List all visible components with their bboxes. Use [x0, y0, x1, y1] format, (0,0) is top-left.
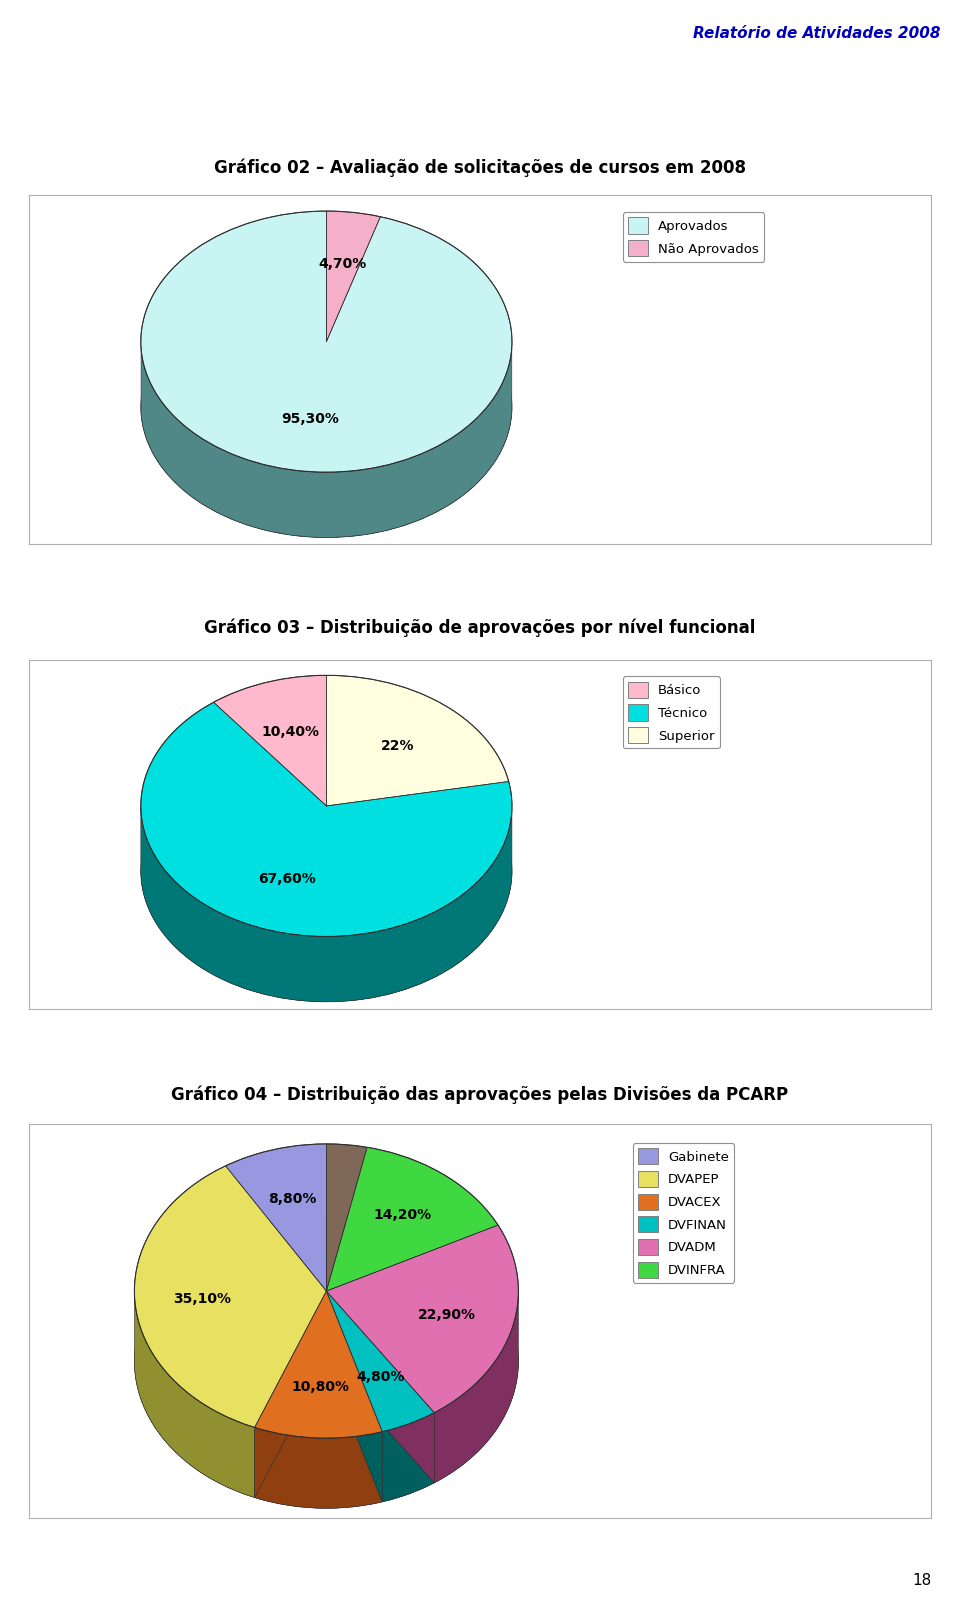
- Text: 10,80%: 10,80%: [292, 1380, 349, 1393]
- Text: 10,40%: 10,40%: [262, 725, 320, 738]
- Text: Gráfico 04 – Distribuição das aprovações pelas Divisões da PCARP: Gráfico 04 – Distribuição das aprovações…: [172, 1085, 788, 1105]
- Polygon shape: [326, 1290, 434, 1483]
- Text: 8,80%: 8,80%: [268, 1193, 317, 1206]
- Legend: Aprovados, Não Aprovados: Aprovados, Não Aprovados: [622, 213, 764, 261]
- Text: 18: 18: [912, 1574, 931, 1588]
- Polygon shape: [326, 1290, 434, 1431]
- Text: Gráfico 02 – Avaliação de solicitações de cursos em 2008: Gráfico 02 – Avaliação de solicitações d…: [214, 158, 746, 178]
- Polygon shape: [326, 1148, 498, 1290]
- Ellipse shape: [134, 1214, 518, 1508]
- Polygon shape: [326, 1290, 434, 1483]
- Polygon shape: [141, 211, 512, 472]
- Polygon shape: [213, 676, 326, 805]
- Polygon shape: [141, 347, 512, 538]
- Text: 95,30%: 95,30%: [281, 411, 339, 426]
- Polygon shape: [326, 1225, 518, 1412]
- Text: 22%: 22%: [380, 738, 414, 752]
- Polygon shape: [254, 1290, 326, 1497]
- Polygon shape: [254, 1290, 326, 1497]
- Polygon shape: [382, 1412, 434, 1502]
- Text: 4,80%: 4,80%: [356, 1370, 404, 1385]
- Polygon shape: [326, 1145, 367, 1290]
- Polygon shape: [254, 1290, 382, 1438]
- Text: 22,90%: 22,90%: [419, 1308, 476, 1322]
- Ellipse shape: [141, 277, 512, 538]
- Polygon shape: [141, 809, 512, 1002]
- Polygon shape: [226, 1145, 326, 1290]
- Text: 67,60%: 67,60%: [258, 873, 316, 885]
- Polygon shape: [141, 703, 512, 937]
- Legend: Básico, Técnico, Superior: Básico, Técnico, Superior: [622, 677, 720, 749]
- Text: Gráfico 03 – Distribuição de aprovações por nível funcional: Gráfico 03 – Distribuição de aprovações …: [204, 618, 756, 637]
- Polygon shape: [326, 1290, 382, 1502]
- Polygon shape: [326, 1290, 382, 1502]
- Polygon shape: [326, 211, 380, 341]
- Polygon shape: [134, 1290, 254, 1497]
- Polygon shape: [326, 676, 509, 805]
- Text: 4,70%: 4,70%: [319, 258, 367, 271]
- Polygon shape: [134, 1166, 326, 1428]
- Polygon shape: [434, 1290, 518, 1483]
- Ellipse shape: [141, 741, 512, 1002]
- Polygon shape: [254, 1428, 382, 1508]
- Text: 14,20%: 14,20%: [373, 1209, 432, 1223]
- Text: 35,10%: 35,10%: [173, 1292, 231, 1306]
- Legend: Gabinete, DVAPEP, DVACEX, DVFINAN, DVADM, DVINFRA: Gabinete, DVAPEP, DVACEX, DVFINAN, DVADM…: [633, 1143, 734, 1282]
- Text: Relatório de Atividades 2008: Relatório de Atividades 2008: [693, 26, 941, 42]
